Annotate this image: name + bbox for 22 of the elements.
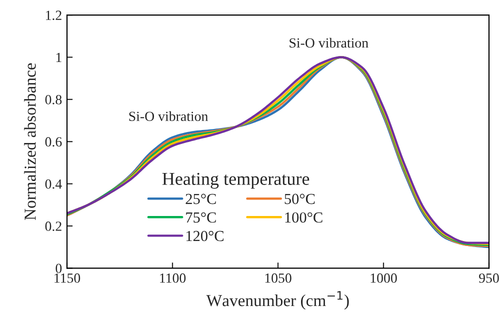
legend-label: 100°C	[285, 212, 322, 223]
legend-label: 75°C	[186, 212, 216, 223]
y-tick-label: 1	[56, 52, 62, 62]
legend-label: 50°C	[284, 194, 315, 204]
x-tick-label: 1100	[160, 273, 186, 283]
x-tick-label: 1150	[54, 273, 80, 283]
y-tick-label: 1.2	[46, 10, 62, 20]
y-tick-label: 0.2	[45, 222, 62, 231]
legend-title: Heating temperature	[162, 172, 310, 189]
y-tick-label: 0	[56, 264, 62, 274]
legend-label: 120°C	[186, 230, 224, 242]
y-tick-label: 0.6	[45, 137, 62, 147]
x-tick-label: 1050	[265, 273, 292, 283]
y-axis-title: Normalized absorbance	[24, 63, 36, 220]
annotation: Si-O vibration	[290, 38, 368, 48]
x-tick-label: 950	[479, 273, 499, 283]
y-tick-label: 0.8	[45, 94, 62, 104]
legend-label: 25°C	[186, 194, 216, 204]
annotation: Si-O vibration	[129, 111, 208, 122]
x-tick-label: 1000	[370, 273, 397, 283]
y-tick-label: 0.4	[45, 179, 62, 189]
x-axis-title: Wavenumber (cm$^{−1}$)	[206, 291, 349, 310]
